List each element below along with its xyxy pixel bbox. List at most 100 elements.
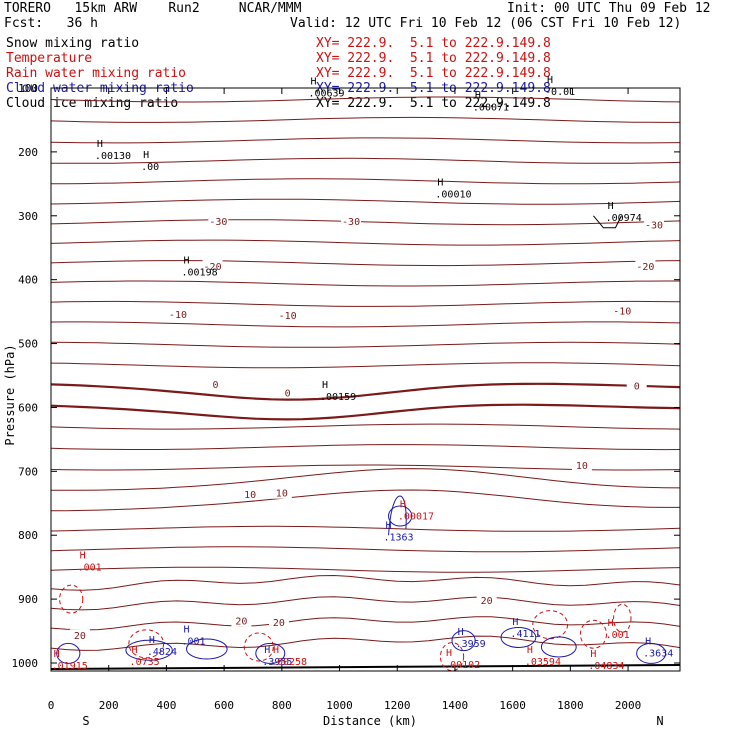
max-marker-h: H <box>80 550 86 561</box>
x-tick-label: 1200 <box>384 699 411 712</box>
xy-range-3: XY= 222.9. 5.1 to 222.9.149.8 <box>316 66 551 81</box>
x-endpoint-north: N <box>656 714 663 728</box>
max-marker-h: H <box>590 649 596 660</box>
isotherm-label: 20 <box>273 618 285 629</box>
contour-label-bg <box>240 487 261 500</box>
y-tick-label: 800 <box>18 529 38 542</box>
temperature-contour-lines <box>50 96 681 670</box>
x-tick-label: 2000 <box>615 699 642 712</box>
x-tick-label: 1800 <box>557 699 584 712</box>
isotherm-line <box>50 116 680 123</box>
contour-label-bg <box>571 459 592 472</box>
isotherm-line <box>50 157 681 164</box>
max-value-label: .00130 <box>95 151 131 162</box>
contour-labels: -30 -30 -30 -20 -20 -10 -10 -10 0 0 0 10 10 10 20 20 20 2… <box>69 215 665 642</box>
x-axis-title: Distance (km) <box>323 714 417 728</box>
max-marker-h: H <box>183 255 189 266</box>
y-tick-label: 100 <box>18 82 38 95</box>
isotherm-label: 0 <box>634 381 640 392</box>
max-marker-h: H <box>132 645 138 656</box>
max-marker-h: H <box>143 150 149 161</box>
contour-label-bg <box>167 307 188 320</box>
isotherm-line <box>50 260 681 267</box>
forecast-hour: Fcst: 36 h <box>4 16 98 31</box>
max-marker-h: H <box>183 625 189 636</box>
max-marker-h: H <box>97 139 103 150</box>
isotherm-line <box>50 321 681 328</box>
max-marker-h: H <box>322 380 328 391</box>
cloud-water-contour <box>255 642 286 664</box>
axes: 0 200 400 600 800 1000 1200 1400 1600 1800 2000100… <box>12 82 680 712</box>
cloud-water-contour <box>125 639 173 661</box>
isotherm-line <box>50 382 681 401</box>
isotherm-label: -10 <box>613 307 631 318</box>
contour-label-bg <box>271 486 292 499</box>
x-tick-label: 200 <box>99 699 119 712</box>
isotherm-line <box>50 239 681 246</box>
max-marker-h: H <box>264 645 270 656</box>
contour-label-bg <box>612 304 633 317</box>
cloud-water-contour <box>388 505 413 527</box>
contour-label-bg <box>202 259 223 272</box>
max-value-label: .001 <box>181 637 205 648</box>
max-value-label: .00010 <box>435 189 471 200</box>
rain-water-contour <box>128 629 165 659</box>
contour-label-bg <box>277 309 298 322</box>
isotherm-label: 0 <box>285 388 291 399</box>
y-tick-label: 700 <box>18 465 38 478</box>
x-endpoint-south: S <box>82 714 89 728</box>
cloud-water-contour <box>56 642 81 664</box>
contour-label-bg <box>69 629 90 642</box>
cloud-water-contour <box>540 636 577 658</box>
max-value-label: .00 <box>141 162 159 173</box>
legend-snow: Snow mixing ratio <box>6 36 140 51</box>
rain-water-contour <box>243 632 274 662</box>
cloud-water-contour <box>186 638 228 660</box>
xy-range-1: XY= 222.9. 5.1 to 222.9.149.8 <box>316 36 551 51</box>
isotherm-line <box>50 566 681 573</box>
max-marker-h: H <box>385 520 391 531</box>
max-marker-h: H <box>475 90 481 101</box>
max-marker-h: H <box>608 201 614 212</box>
max-value-label: .00639 <box>308 88 344 99</box>
max-value-label: .3634 <box>643 649 673 660</box>
max-marker-h: H <box>446 648 452 659</box>
x-tick-label: 1000 <box>326 699 353 712</box>
contour-label-bg <box>208 215 229 228</box>
xy-range-2: XY= 222.9. 5.1 to 222.9.149.8 <box>316 51 551 66</box>
max-marker-h: H <box>527 645 533 656</box>
max-value-label: .01915 <box>52 661 88 672</box>
isotherm-label: -30 <box>342 217 360 228</box>
isotherm-line <box>50 546 681 553</box>
isotherm-line <box>50 574 681 591</box>
max-marker-h: H <box>54 649 60 660</box>
contour-label-bg <box>268 615 289 628</box>
max-value-label: .00071 <box>473 102 509 113</box>
isotherm-label: -30 <box>209 217 227 228</box>
max-value-label: .00974 <box>606 213 642 224</box>
isotherm-line <box>50 423 681 430</box>
cloud-water-contour-upper <box>388 495 407 536</box>
isotherm-line <box>50 300 681 307</box>
isotherm-line <box>50 444 681 451</box>
moisture-contours <box>56 215 667 672</box>
max-value-label: -0.01 <box>545 87 575 98</box>
max-marker-h: H <box>608 618 614 629</box>
isotherm-line <box>50 219 681 226</box>
max-value-label: .3955 <box>262 657 292 668</box>
legend-cloud-ice: Cloud ice mixing ratio <box>6 96 179 111</box>
rain-water-contour <box>439 642 465 672</box>
isotherm-line <box>50 489 680 512</box>
x-tick-label: 1400 <box>442 699 469 712</box>
rain-water-contour <box>59 584 84 614</box>
isotherm-line <box>50 198 681 205</box>
max-marker-h: H <box>310 76 316 87</box>
max-marker-h: H <box>458 627 464 638</box>
isotherm-line <box>50 635 681 651</box>
isotherm-line <box>50 616 681 631</box>
isotherm-label: 0 <box>212 380 218 391</box>
isotherm-label: -30 <box>645 220 663 231</box>
contour-label-bg <box>277 386 298 399</box>
